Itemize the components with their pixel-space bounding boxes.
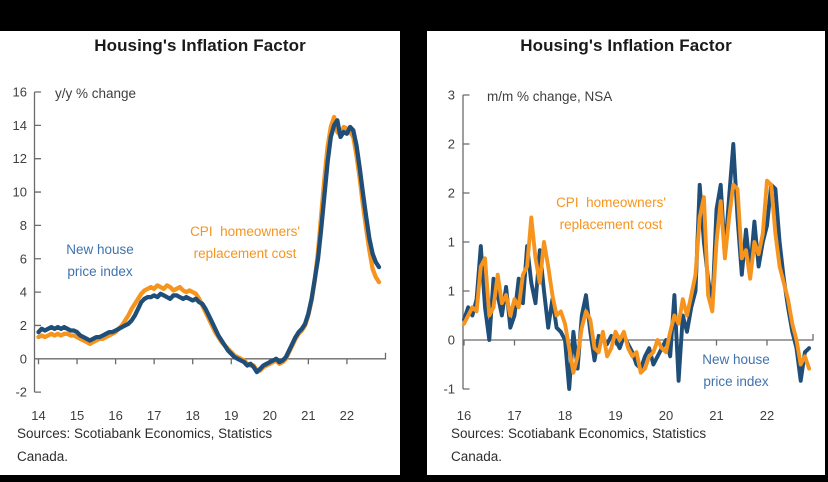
right-chart-title: Housing's Inflation Factor xyxy=(520,36,732,55)
x-tick-label: 19 xyxy=(224,408,238,423)
y-tick-label: 3 xyxy=(448,88,455,103)
x-tick-label: 18 xyxy=(185,408,199,423)
left-annotation-cpi-replacement-cost: CPI homeowners' replacement cost xyxy=(190,224,300,261)
series-line-cpi-replacement-cost xyxy=(462,178,812,375)
y-tick-label: 2 xyxy=(448,137,455,152)
x-tick-label: 15 xyxy=(70,408,84,423)
y-tick-label: 4 xyxy=(20,285,27,300)
x-tick-label: 20 xyxy=(659,408,673,423)
left-chart-title: Housing's Inflation Factor xyxy=(94,36,306,55)
right-annotation-new-house-price-index: New house price index xyxy=(702,352,770,389)
y-tick-label: 2 xyxy=(448,186,455,201)
y-tick-label: 10 xyxy=(13,185,27,200)
x-tick-label: 18 xyxy=(558,408,572,423)
x-tick-label: 17 xyxy=(507,408,521,423)
y-tick-label: -2 xyxy=(15,385,27,400)
x-tick-label: 17 xyxy=(147,408,161,423)
right-annotation-cpi-replacement-cost: CPI homeowners' replacement cost xyxy=(556,195,666,232)
series-line-new-house-price-index xyxy=(36,118,382,375)
x-tick-label: 19 xyxy=(608,408,622,423)
right-chart-panel: Housing's Inflation Factor 3 2 2 1 1 0 -1 16 17 1… xyxy=(427,31,825,475)
x-tick-label: 20 xyxy=(263,408,277,423)
y-tick-label: 1 xyxy=(448,284,455,299)
x-tick-label: 16 xyxy=(108,408,122,423)
left-chart-panel: Housing's Inflation Factor 16 14 12 10 8 6 4 2 0… xyxy=(0,31,400,475)
left-annotation-new-house-price-index: New house price index xyxy=(66,242,134,279)
y-tick-label: 14 xyxy=(13,118,27,133)
y-tick-label: 1 xyxy=(448,235,455,250)
left-chart-unit-label: y/y % change xyxy=(55,86,137,101)
y-tick-label: 0 xyxy=(448,333,455,348)
left-chart-sources: Sources: Scotiabank Economics, Statistic… xyxy=(17,426,273,464)
x-tick-label: 14 xyxy=(31,408,45,423)
y-tick-label: -1 xyxy=(443,382,455,397)
x-tick-label: 22 xyxy=(340,408,354,423)
y-tick-label: 12 xyxy=(13,151,27,166)
y-tick-label: 16 xyxy=(13,85,27,100)
x-tick-label: 21 xyxy=(709,408,723,423)
x-tick-label: 21 xyxy=(301,408,315,423)
x-tick-label: 22 xyxy=(760,408,774,423)
right-chart-unit-label: m/m % change, NSA xyxy=(487,89,613,104)
y-tick-label: 6 xyxy=(20,251,27,266)
y-tick-label: 8 xyxy=(20,218,27,233)
y-tick-label: 0 xyxy=(20,351,27,366)
x-tick-label: 16 xyxy=(457,408,471,423)
y-tick-label: 2 xyxy=(20,318,27,333)
right-chart-sources: Sources: Scotiabank Economics, Statistic… xyxy=(451,426,707,464)
